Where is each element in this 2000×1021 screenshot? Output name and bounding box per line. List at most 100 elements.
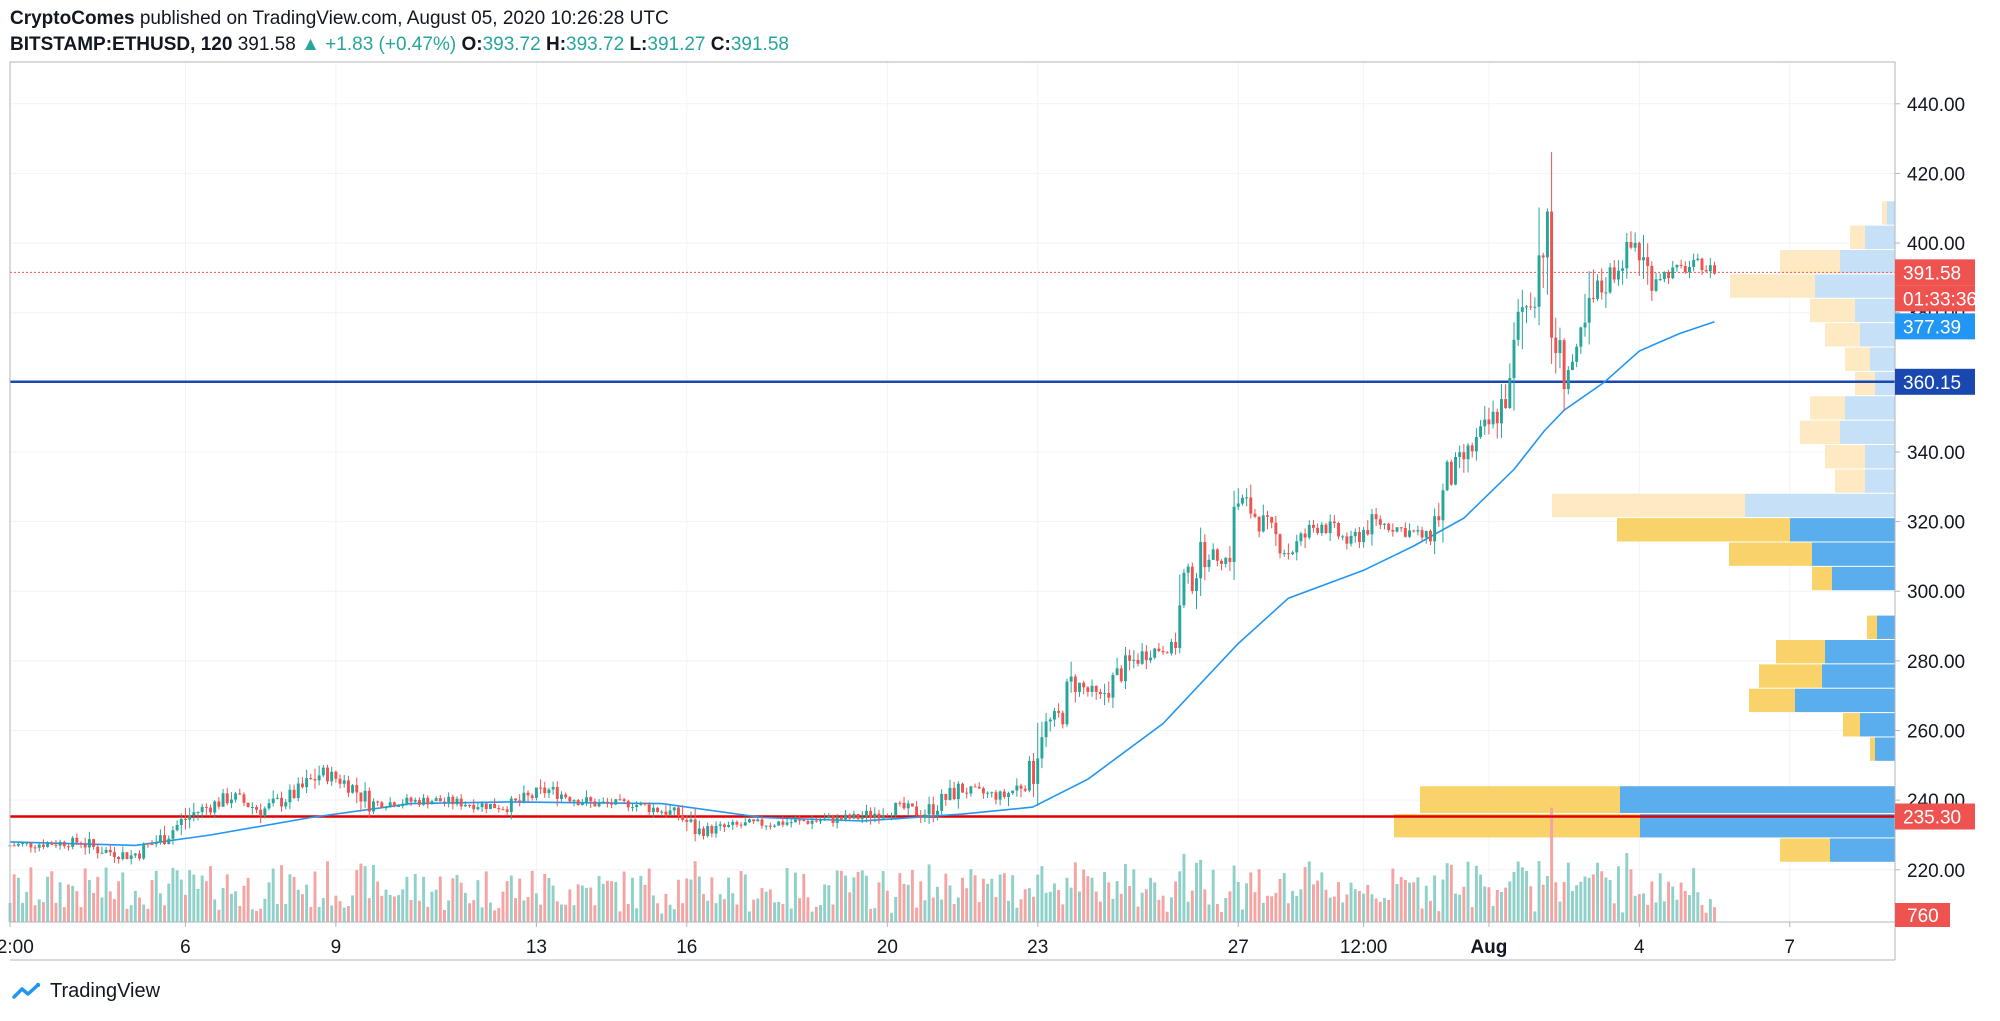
candle-body [163,835,167,845]
x-tick-label: 9 [331,937,342,958]
candle-body [309,778,313,780]
candle-body [668,810,672,815]
candle-body [973,786,977,788]
volume-bar [1642,893,1645,922]
candle-body [263,808,267,817]
volume-bar [1245,883,1249,922]
volume-bar [422,876,426,922]
volume-bar [392,896,396,922]
volume-bar [1587,877,1591,922]
volume-bar [819,905,822,922]
candle-body [1136,659,1140,664]
volume-bar [313,871,317,922]
candle-body [1437,516,1441,521]
candle-body [1554,337,1558,354]
candle-body [1520,307,1524,312]
volume-bar [697,876,701,922]
candle-body [1048,719,1052,722]
symbol-label[interactable]: BITSTAMP:ETHUSD, 120 [10,34,233,55]
candle-body [125,852,129,859]
vp-buy-bar [1790,518,1895,542]
volume-bar [351,895,355,922]
candle-body [885,815,889,817]
candle-body [1169,641,1173,654]
candle-body [1086,687,1090,692]
candle-body [192,812,196,816]
time-axis[interactable]: 12:00 6 9 13 16 20 23 27 12:00 Aug 4 7 [0,922,1795,958]
volume-bar [1713,907,1716,922]
volume-bar [902,883,906,922]
candle-body [1337,523,1340,537]
volume-bar [1692,868,1696,922]
volume-bar [1011,875,1015,922]
volume-bar [605,880,609,922]
candle-body [693,819,697,835]
volume-bar [764,891,768,922]
volume-bar [1057,889,1061,922]
volume-bar [1633,895,1637,922]
candle-body [643,802,647,805]
volume-bar [1696,892,1700,922]
candle-body [1027,760,1031,791]
price-axis[interactable]: 220.00240.00260.00280.00300.00320.00340.… [1895,95,1977,927]
candle-body [1115,668,1119,675]
volume-bar [292,876,296,922]
candle-body [1174,641,1178,649]
volume-bar [1708,899,1712,922]
candle-body [739,824,743,826]
volume-bar [522,900,526,922]
volume-bar [121,872,125,922]
vp-buy-bar [1887,201,1895,225]
candle-body [1207,559,1211,568]
candle-body [1140,651,1144,664]
volume-bar [46,876,50,922]
volume-bar [977,902,981,922]
volume-bar [1291,890,1295,922]
candle-body [731,821,735,825]
volume-bar [948,885,952,922]
candle-body [1545,211,1549,258]
tradingview-brand[interactable]: TradingView [12,980,160,1003]
volume-bar [1675,899,1679,922]
candle-body [1161,651,1165,653]
volume-bar [1470,907,1474,922]
candle-body [367,790,371,812]
volume-bar [1228,891,1232,922]
volume-bar [468,903,472,922]
volume-bar [998,874,1002,922]
candle-body [1032,760,1036,784]
volume-bar [1458,894,1462,922]
y-tick-label: 400.00 [1907,234,1965,255]
volume-bar [434,889,438,922]
author-name[interactable]: CryptoComes [10,8,135,29]
candle-body [1558,340,1562,354]
volume-bar [129,905,133,922]
vp-buy-bar [1860,713,1895,737]
candle-body [21,843,24,845]
candle-body [1370,514,1374,535]
volume-bar [1558,901,1562,922]
candle-body [1332,521,1336,524]
volume-bar [146,908,150,922]
volume-bar [589,887,593,922]
volume-bar [259,908,263,922]
candle-body [167,838,171,845]
volume-bar [956,897,960,922]
volume-bar [693,861,697,922]
volume-bar [1040,866,1044,922]
volume-bar [96,876,100,922]
candle-body [689,819,693,822]
candle-body [267,803,271,809]
volume-bar [104,867,108,922]
ma-value-badge-bg [1895,313,1975,340]
candle-body [1144,651,1148,661]
volume-bar [585,887,588,922]
horizontal-levels[interactable] [10,271,1895,818]
volume-bar [1052,883,1056,922]
vp-sell-bar [1845,347,1870,371]
candle-body [831,816,835,823]
candle-body [1353,531,1357,537]
up-arrow-icon: ▲ [301,34,320,55]
candle-body [1082,682,1086,688]
